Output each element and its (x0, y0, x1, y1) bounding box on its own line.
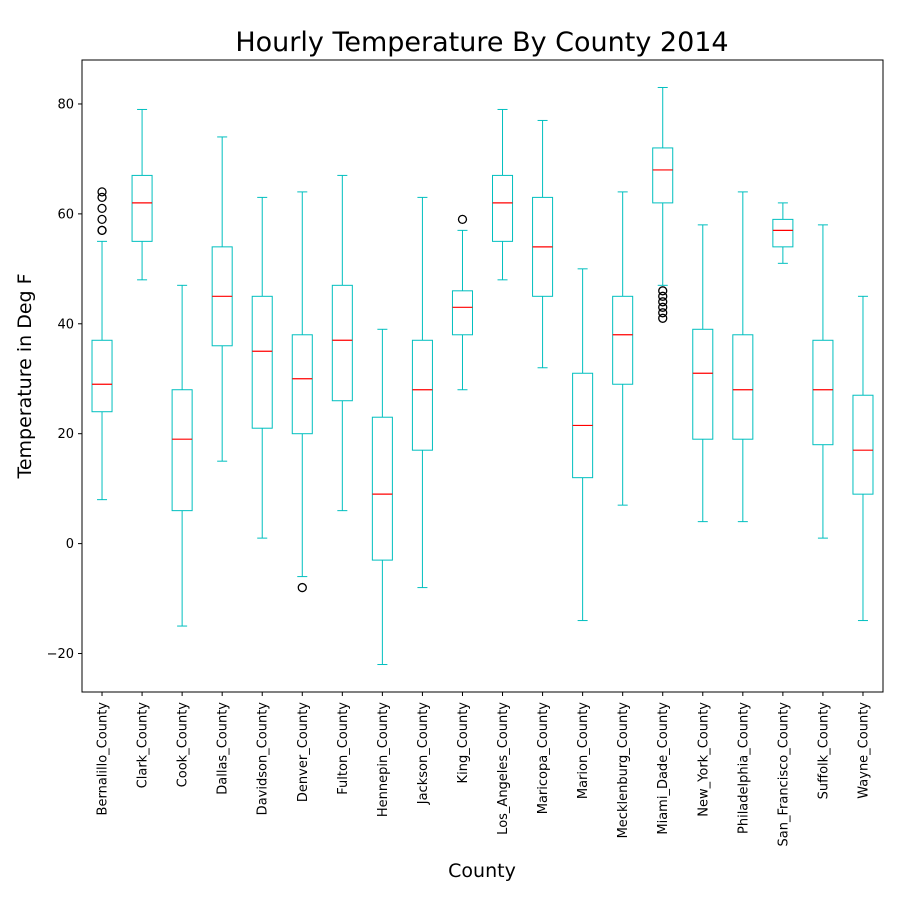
box-group (852, 295, 874, 622)
box (411, 339, 433, 451)
x-tick-label: Hennepin_County (376, 702, 391, 817)
box-group (91, 187, 113, 501)
x-tick-label: King_County (456, 702, 471, 784)
x-tick-label: Mecklenburg_County (616, 702, 631, 839)
outlier-point (658, 313, 668, 323)
x-tick-label: Clark_County (136, 702, 151, 789)
box-group (131, 108, 153, 281)
outlier-point (297, 582, 307, 593)
box-group (451, 214, 473, 391)
x-tick-label: Denver_County (296, 702, 311, 802)
box (451, 290, 473, 336)
y-axis-label: Temperature in Deg F (14, 273, 36, 479)
y-tick-label: 60 (57, 207, 74, 222)
box (331, 284, 353, 402)
box (291, 334, 313, 435)
outlier-point (97, 203, 107, 214)
box (492, 174, 514, 242)
x-tick-label: Bernalillo_County (96, 702, 111, 816)
x-tick-label: Miami_Dade_County (656, 702, 671, 835)
outlier-point (658, 297, 668, 307)
box-group (692, 224, 714, 523)
box (692, 328, 714, 440)
box-group (171, 284, 193, 627)
box (91, 339, 113, 413)
box-group (251, 196, 273, 539)
x-tick-label: Davidson_County (256, 702, 271, 816)
box-group (291, 191, 313, 593)
box (652, 147, 674, 204)
box (371, 416, 393, 561)
x-tick-label: Fulton_County (336, 702, 351, 795)
x-axis-label: County (448, 860, 516, 882)
x-tick-label: Philadelphia_County (736, 702, 751, 834)
outlier-point (658, 302, 668, 312)
x-tick-label: Los_Angeles_County (496, 702, 511, 835)
y-tick-label: 40 (57, 317, 74, 332)
x-tick-label: Marion_County (576, 702, 591, 799)
x-tick-label: Suffolk_County (816, 702, 831, 800)
box-group (211, 136, 233, 462)
box (812, 339, 834, 446)
x-tick-label: Dallas_County (216, 702, 231, 795)
x-tick-label: New_York_County (696, 702, 711, 817)
x-tick-label: San_Francisco_County (776, 702, 791, 847)
box-group (812, 224, 834, 539)
outlier-point (658, 308, 668, 318)
y-tick-label: 20 (57, 427, 74, 442)
plot-frame (81, 59, 884, 693)
box (251, 295, 273, 429)
box-group (572, 268, 594, 622)
y-tick-label: −20 (47, 647, 74, 662)
box-group (612, 191, 634, 506)
box (772, 218, 794, 248)
plot-area: −20 0 20 40 60 80 Bernalillo_County Clark_Count… (47, 86, 874, 847)
outlier-point (97, 187, 107, 197)
box-group (331, 174, 353, 512)
x-tick-label: Wayne_County (856, 702, 871, 799)
box-group (371, 328, 393, 666)
box (131, 174, 153, 242)
y-tick-label: 0 (66, 537, 74, 552)
outlier-point (97, 225, 107, 236)
outlier-point (658, 286, 668, 296)
x-tick-label: Maricopa_County (536, 702, 551, 815)
outlier-point (97, 214, 107, 225)
box (852, 394, 874, 495)
box-group (732, 191, 754, 523)
x-tick-label: Cook_County (176, 702, 191, 788)
outlier-point (658, 291, 668, 301)
box (732, 334, 754, 440)
box-group (772, 202, 794, 264)
box-group (532, 119, 554, 369)
box (171, 389, 193, 512)
box (612, 295, 634, 385)
box-group (411, 196, 433, 589)
outlier-point (457, 214, 468, 225)
chart-title: Hourly Temperature By County 2014 (235, 27, 728, 58)
x-tick-label: Jackson_County (416, 702, 431, 806)
box-group (492, 108, 514, 281)
y-tick-label: 80 (57, 97, 74, 112)
outlier-point (97, 192, 107, 203)
box-group (652, 86, 674, 323)
